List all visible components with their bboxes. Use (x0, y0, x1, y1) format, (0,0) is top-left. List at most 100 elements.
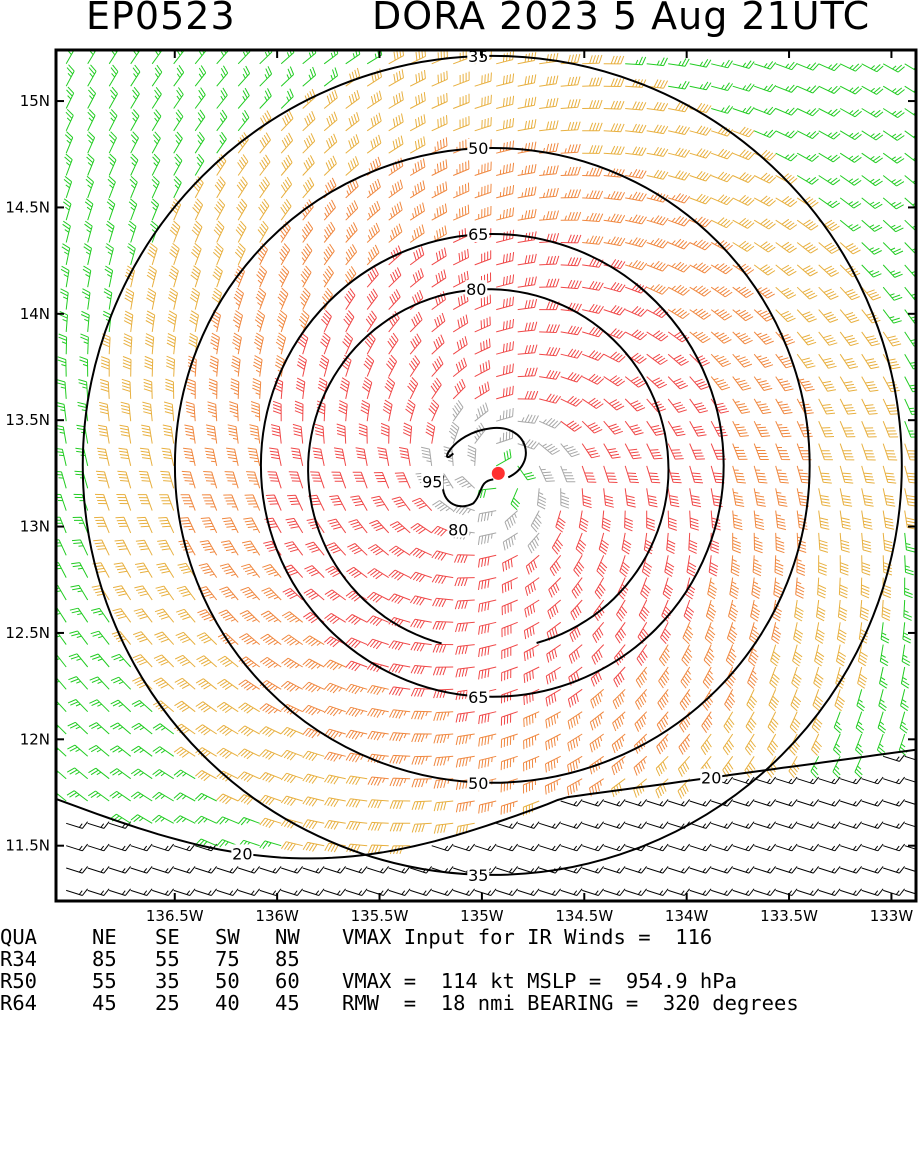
wind-barb (839, 242, 861, 255)
wind-barb (775, 130, 798, 139)
wind-barb (523, 666, 540, 683)
wind-barb (775, 821, 798, 829)
wind-barb (250, 401, 261, 422)
wind-barb (112, 608, 132, 623)
wind-barb (678, 733, 691, 755)
wind-barb (646, 124, 669, 135)
lat-tick-label: 15N (20, 92, 50, 110)
wind-barb (818, 421, 835, 438)
wind-barb (280, 772, 303, 784)
wind-barb (200, 517, 218, 534)
wind-barb (625, 306, 648, 317)
wind-barb (581, 443, 601, 459)
r50-label: R50 (0, 969, 38, 993)
wind-barb (478, 733, 497, 747)
wind-barb (710, 443, 727, 460)
wind-barb (689, 510, 699, 531)
contour-label-bg (467, 687, 490, 705)
wind-barb (452, 314, 469, 333)
wind-barb (302, 177, 315, 199)
wind-barb (883, 843, 905, 852)
wind-barb (817, 577, 827, 599)
wind-barb (582, 843, 604, 852)
wind-barb (280, 841, 303, 852)
wind-barb (345, 614, 368, 625)
wind-barb (433, 822, 454, 834)
wind-barb (209, 355, 219, 377)
wind-barb (603, 465, 618, 483)
wind-barb (76, 424, 89, 444)
wind-barb (861, 85, 884, 95)
wind-barb (668, 58, 690, 67)
wind-barb (324, 866, 346, 874)
wind-barb (454, 476, 476, 489)
wind-barb (56, 792, 67, 802)
wind-barb (192, 176, 204, 199)
wind-barb (431, 269, 447, 288)
wind-barb (818, 532, 829, 553)
wind-barb (138, 470, 153, 489)
wind-barb (646, 283, 669, 295)
wind-barb (66, 790, 89, 802)
wind-barb (883, 888, 905, 896)
wind-barb (187, 378, 196, 399)
wind-barb (625, 123, 647, 134)
vmax-input-text: VMAX Input for IR Winds = 116 (342, 925, 713, 949)
contour-line (56, 748, 916, 860)
wind-barb (102, 310, 112, 332)
wind-barb (689, 799, 712, 807)
wind-barb (539, 97, 559, 109)
wind-barb (151, 131, 161, 154)
contour-label: 35 (468, 47, 488, 66)
wind-barb (624, 420, 644, 436)
wind-barb (477, 510, 497, 523)
wind-barb (539, 370, 561, 380)
wind-barb (366, 591, 389, 603)
wind-barb (66, 821, 88, 829)
wind-barb (388, 135, 404, 154)
wind-barb (216, 65, 229, 87)
wind-barb (555, 510, 566, 533)
wind-barb (207, 401, 218, 422)
wind-barb (345, 706, 368, 717)
wind-barb (560, 189, 582, 199)
wind-barb (345, 89, 360, 109)
wind-barb (56, 723, 67, 735)
wind-barb (366, 134, 382, 154)
wind-barb (455, 621, 475, 633)
wind-barb (384, 377, 396, 400)
wind-barb (818, 398, 836, 415)
wind-barb (582, 821, 604, 829)
wind-barb (153, 654, 175, 668)
wind-barb (221, 517, 239, 534)
wind-barb (839, 488, 853, 507)
wind-barb (646, 307, 669, 319)
wind-barb (732, 398, 751, 414)
wind-barb (409, 571, 432, 583)
wind-barb (616, 599, 628, 622)
wind-barb (190, 265, 201, 288)
wind-barb (818, 242, 840, 254)
contour-label-bg (421, 472, 444, 490)
wind-barb (603, 55, 625, 65)
wind-barb (345, 244, 358, 266)
wind-barb (371, 495, 390, 511)
wind-barb (278, 265, 290, 288)
wind-barb (109, 768, 131, 780)
wind-barb (367, 799, 389, 809)
wind-barb (88, 767, 110, 780)
wind-barb (216, 701, 239, 714)
wind-barb (302, 50, 317, 65)
wind-barb (818, 376, 836, 392)
wind-barb (345, 866, 368, 874)
wind-barb (310, 471, 325, 489)
wind-barb (646, 799, 669, 807)
wind-barb (452, 504, 475, 516)
wind-barb (134, 585, 153, 601)
wind-barb (474, 72, 492, 87)
wind-barb (366, 222, 380, 243)
wind-barb (388, 640, 411, 651)
wind-barb (560, 279, 582, 290)
wind-barb (367, 730, 389, 741)
